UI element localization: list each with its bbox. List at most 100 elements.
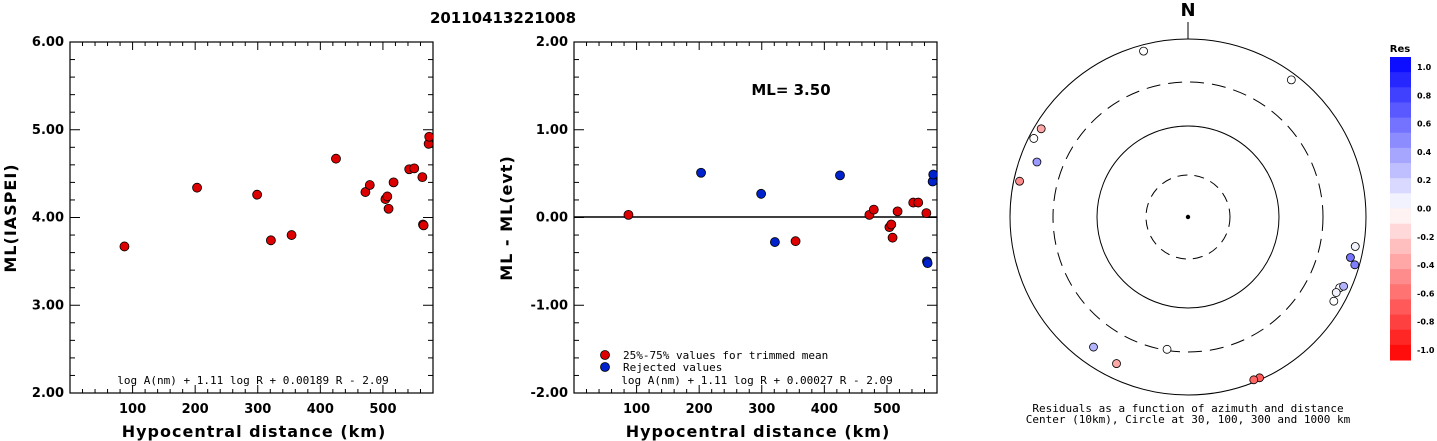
circle-30km	[1145, 174, 1231, 260]
y-axis-title: ML - ML(evt)	[497, 155, 516, 281]
data-point	[252, 189, 263, 200]
formula-text: log A(nm) + 1.11 log R + 0.00027 R - 2.0…	[621, 374, 893, 387]
x-tick-labels: 100 200 300 400 500	[623, 402, 900, 417]
station-point	[1089, 342, 1098, 352]
x-tick-label: 100	[623, 402, 650, 417]
y-tick-label: 2.00	[32, 386, 64, 401]
station-point	[1339, 281, 1349, 291]
colorbar-tick-label: -0.4	[1417, 261, 1435, 270]
data-point	[770, 237, 780, 247]
colorbar-swatches	[1390, 57, 1411, 361]
data-point	[886, 219, 897, 230]
station-point	[1286, 75, 1296, 85]
x-tick-label: 400	[811, 402, 838, 417]
data-point	[928, 169, 937, 180]
x-tick-label: 200	[686, 402, 713, 417]
colorbar-swatch	[1390, 314, 1411, 331]
colorbar-swatch	[1390, 284, 1411, 300]
station-point	[1032, 157, 1042, 167]
data-point	[382, 191, 393, 202]
north-label: N	[1180, 0, 1195, 21]
x-tick-labels: 100 200 300 400 500	[119, 402, 396, 417]
station-point	[1112, 359, 1121, 368]
data-point	[892, 206, 903, 217]
data-point	[913, 197, 924, 208]
data-point	[409, 163, 420, 174]
colorbar-tick-labels: 1.0 0.8 0.6 0.4 0.2 0.0 -0.2 -0.4 -0.6 -0.8 -1.0	[1417, 63, 1435, 355]
data-point	[388, 177, 399, 188]
x-tick-label: 500	[369, 402, 396, 417]
colorbar-tick-label: -0.8	[1417, 318, 1435, 327]
colorbar-swatch	[1390, 72, 1411, 88]
data-point	[424, 131, 433, 142]
y-tick-label: -2.00	[531, 386, 568, 401]
legend-label-trimmed: 25%-75% values for trimmed mean	[623, 349, 828, 362]
x-axis-title: Hypocentral distance (km)	[626, 422, 891, 441]
colorbar-swatch	[1390, 132, 1411, 149]
colorbar-swatch	[1390, 329, 1411, 346]
colorbar-swatch	[1390, 163, 1411, 179]
x-tick-label: 100	[119, 402, 146, 417]
residual-colorbar: Res 1.0 0.8 0.6 0.4 0.2 0.0 -0.2 -0.4 -0.6 -0.8 -1…	[1390, 44, 1435, 361]
y-tick-label: 5.00	[32, 123, 64, 138]
data-point	[756, 188, 767, 199]
y-tick-label: 1.00	[536, 123, 568, 138]
colorbar-tick-label: -1.0	[1417, 346, 1435, 355]
legend-label-rejected: Rejected values	[623, 361, 722, 374]
station-point	[1029, 134, 1039, 143]
legend-marker-trimmed	[600, 350, 610, 360]
station-point	[1036, 124, 1046, 134]
x-tick-label: 300	[244, 402, 271, 417]
data-point	[364, 180, 375, 190]
colorbar-swatch	[1390, 238, 1411, 255]
data-point	[435, 152, 444, 161]
data-point	[696, 167, 706, 178]
data-points	[623, 167, 937, 269]
colorbar-swatch	[1390, 193, 1411, 209]
colorbar-tick-label: 0.2	[1417, 176, 1431, 185]
data-point	[417, 172, 428, 183]
colorbar-swatch	[1390, 87, 1411, 103]
formula-text: log A(nm) + 1.11 log R + 0.00189 R - 2.0…	[117, 374, 389, 387]
y-tick-label: 4.00	[32, 211, 64, 226]
y-tick-label: 0.00	[536, 211, 568, 226]
colorbar-swatch	[1390, 269, 1411, 285]
tick-marks	[70, 42, 433, 393]
panel-azimuth-distance: N Residuals as a function of azimuth and…	[1009, 0, 1367, 426]
colorbar-swatch	[1390, 178, 1411, 194]
data-point	[790, 236, 801, 247]
colorbar-tick-label: 0.4	[1417, 148, 1432, 157]
data-point	[286, 230, 297, 240]
data-point	[921, 208, 932, 219]
data-point	[383, 203, 394, 214]
colorbar-swatch	[1390, 344, 1411, 361]
data-point	[418, 220, 429, 231]
colorbar-tick-label: -0.2	[1417, 233, 1435, 242]
y-tick-label: 6.00	[32, 35, 64, 50]
tick-marks	[574, 42, 937, 393]
colorbar-swatch	[1390, 102, 1411, 119]
colorbar-tick-label: 0.8	[1417, 91, 1432, 100]
colorbar-tick-label: 1.0	[1417, 63, 1432, 72]
caption-line-2: Center (10km), Circle at 30, 100, 300 an…	[1026, 413, 1351, 426]
x-tick-label: 500	[873, 402, 900, 417]
data-point	[623, 209, 634, 220]
data-point	[922, 258, 933, 269]
data-point	[360, 187, 371, 197]
circle-100km	[1096, 125, 1280, 309]
station-points	[1015, 46, 1360, 385]
plot-frame	[69, 41, 434, 394]
station-point	[1162, 344, 1172, 354]
colorbar-swatch	[1390, 299, 1411, 316]
station-point	[1331, 288, 1341, 297]
colorbar-title: Res	[1390, 44, 1410, 55]
data-point	[119, 241, 130, 252]
ml-annotation: ML= 3.50	[751, 81, 830, 99]
station-point	[1249, 375, 1259, 385]
y-axis-title: ML(IASPEI)	[1, 163, 20, 272]
circle-300km	[1052, 81, 1324, 353]
colorbar-swatch	[1390, 147, 1411, 164]
caption-line-1: Residuals as a function of azimuth and d…	[1032, 402, 1343, 415]
y-tick-labels: -2.00 -1.00 0.00 1.00 2.00	[531, 35, 568, 401]
y-tick-labels: 2.00 3.00 4.00 5.00 6.00	[32, 35, 64, 401]
